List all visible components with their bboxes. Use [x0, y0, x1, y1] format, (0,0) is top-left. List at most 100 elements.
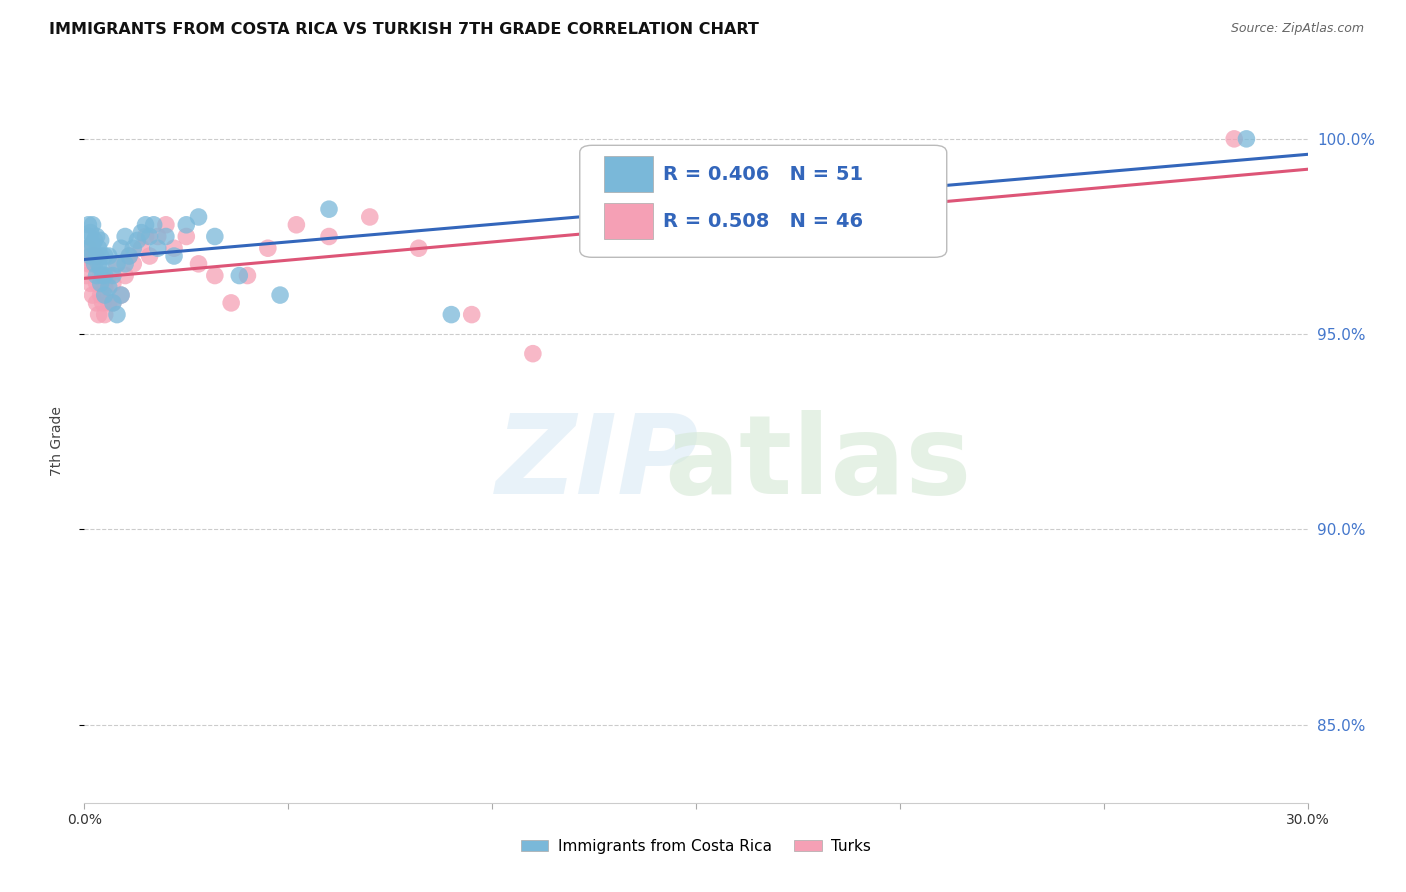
Point: [79, 226, 101, 240]
Point: [163, 241, 186, 255]
Point: [77, 257, 100, 271]
Point: [90, 268, 112, 283]
Point: [118, 249, 141, 263]
Point: [83, 234, 105, 248]
Point: [93, 249, 115, 263]
Point: [142, 218, 165, 232]
Point: [440, 308, 463, 322]
Point: [97, 268, 120, 283]
Point: [228, 268, 250, 283]
Point: [82, 257, 104, 271]
Point: [127, 234, 149, 248]
Point: [204, 229, 226, 244]
Bar: [605, 156, 654, 193]
Point: [97, 296, 120, 310]
Point: [77, 229, 100, 244]
Text: atlas: atlas: [665, 409, 972, 516]
Point: [114, 229, 136, 244]
Point: [685, 218, 707, 232]
Point: [86, 229, 108, 244]
Text: IMMIGRANTS FROM COSTA RICA VS TURKISH 7TH GRADE CORRELATION CHART: IMMIGRANTS FROM COSTA RICA VS TURKISH 7T…: [49, 22, 759, 37]
Point: [155, 229, 177, 244]
Point: [90, 288, 112, 302]
Point: [204, 268, 226, 283]
Point: [86, 296, 108, 310]
Point: [75, 268, 97, 283]
Point: [87, 241, 110, 255]
Point: [135, 229, 157, 244]
Point: [236, 268, 259, 283]
Point: [93, 268, 115, 283]
Text: ZIP: ZIP: [496, 409, 700, 516]
Point: [522, 346, 544, 360]
Point: [83, 249, 105, 263]
Point: [163, 249, 186, 263]
Point: [87, 257, 110, 271]
Point: [105, 257, 128, 271]
Point: [82, 237, 104, 252]
Point: [187, 210, 209, 224]
Point: [110, 288, 132, 302]
Point: [122, 257, 145, 271]
Point: [110, 241, 132, 255]
Point: [146, 229, 169, 244]
Point: [174, 218, 197, 232]
Text: R = 0.508   N = 46: R = 0.508 N = 46: [664, 211, 863, 231]
Point: [101, 296, 124, 310]
Point: [77, 241, 100, 255]
Bar: [605, 203, 654, 239]
Point: [105, 257, 128, 271]
Point: [79, 277, 101, 291]
Point: [101, 296, 124, 310]
Point: [359, 210, 381, 224]
Point: [131, 241, 153, 255]
Point: [86, 249, 108, 263]
Point: [122, 241, 145, 255]
Point: [219, 296, 242, 310]
Point: [105, 308, 128, 322]
Point: [90, 249, 112, 263]
Point: [93, 280, 115, 294]
Legend: Immigrants from Costa Rica, Turks: Immigrants from Costa Rica, Turks: [515, 833, 877, 860]
Point: [889, 190, 911, 204]
Point: [75, 241, 97, 255]
Point: [90, 277, 112, 291]
Point: [77, 218, 100, 232]
Point: [131, 226, 153, 240]
Point: [101, 277, 124, 291]
Point: [79, 249, 101, 263]
Point: [86, 249, 108, 263]
Point: [706, 190, 728, 204]
Point: [97, 249, 120, 263]
Point: [110, 288, 132, 302]
Point: [269, 288, 291, 302]
Point: [114, 257, 136, 271]
Point: [408, 241, 430, 255]
Point: [118, 249, 141, 263]
Point: [1223, 132, 1246, 146]
Text: Source: ZipAtlas.com: Source: ZipAtlas.com: [1230, 22, 1364, 36]
Point: [91, 296, 114, 310]
Point: [138, 249, 160, 263]
Point: [101, 268, 124, 283]
Point: [86, 268, 108, 283]
Point: [82, 288, 104, 302]
Point: [1236, 132, 1258, 146]
Point: [285, 218, 308, 232]
Point: [82, 218, 104, 232]
Point: [135, 218, 157, 232]
Point: [91, 268, 114, 283]
Point: [83, 257, 105, 271]
Point: [90, 234, 112, 248]
Point: [461, 308, 484, 322]
Point: [93, 308, 115, 322]
Y-axis label: 7th Grade: 7th Grade: [49, 407, 63, 476]
Point: [86, 277, 108, 291]
Point: [318, 202, 340, 216]
Point: [138, 229, 160, 244]
Point: [146, 241, 169, 255]
Point: [155, 218, 177, 232]
Text: R = 0.406   N = 51: R = 0.406 N = 51: [664, 165, 863, 184]
Point: [174, 229, 197, 244]
Point: [93, 288, 115, 302]
